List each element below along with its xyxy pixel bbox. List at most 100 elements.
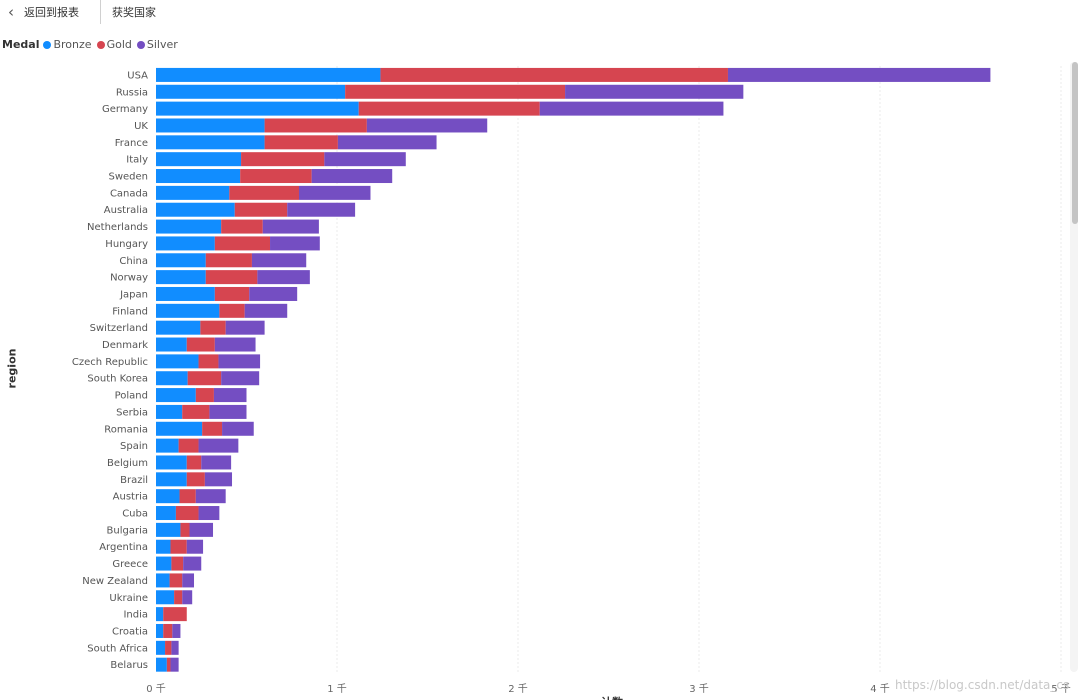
bar-gold[interactable] — [214, 236, 271, 251]
bar-gold[interactable] — [345, 84, 566, 99]
bar-silver[interactable] — [209, 404, 247, 419]
bar-bronze[interactable] — [156, 404, 183, 419]
bar-bronze[interactable] — [156, 185, 230, 200]
bar-silver[interactable] — [204, 472, 233, 487]
bar-bronze[interactable] — [156, 489, 180, 504]
bar-silver[interactable] — [311, 169, 393, 184]
bar-bronze[interactable] — [156, 421, 203, 436]
bar-gold[interactable] — [264, 118, 367, 133]
bar-bronze[interactable] — [156, 522, 181, 537]
legend-item-bronze[interactable]: Bronze — [43, 38, 92, 51]
bar-bronze[interactable] — [156, 152, 242, 167]
bar-gold[interactable] — [198, 354, 219, 369]
bar-gold[interactable] — [171, 556, 184, 571]
bar-gold[interactable] — [214, 286, 250, 301]
bar-bronze[interactable] — [156, 118, 265, 133]
bar-silver[interactable] — [221, 371, 260, 386]
scrollbar-thumb[interactable] — [1072, 62, 1078, 224]
bar-silver[interactable] — [186, 539, 204, 554]
bar-silver[interactable] — [324, 152, 406, 167]
bar-silver[interactable] — [214, 337, 256, 352]
bar-silver[interactable] — [213, 388, 247, 403]
bar-silver[interactable] — [201, 455, 232, 470]
bar-silver[interactable] — [189, 522, 214, 537]
bar-bronze[interactable] — [156, 253, 206, 268]
bar-silver[interactable] — [539, 101, 724, 116]
bar-gold[interactable] — [205, 270, 258, 285]
bar-gold[interactable] — [182, 404, 210, 419]
bar-bronze[interactable] — [156, 236, 215, 251]
bar-bronze[interactable] — [156, 169, 241, 184]
bar-gold[interactable] — [180, 522, 190, 537]
bar-bronze[interactable] — [156, 455, 187, 470]
bar-gold[interactable] — [187, 371, 222, 386]
bar-bronze[interactable] — [156, 67, 381, 82]
bar-bronze[interactable] — [156, 337, 187, 352]
bar-bronze[interactable] — [156, 371, 188, 386]
bar-gold[interactable] — [195, 388, 214, 403]
bar-silver[interactable] — [170, 657, 179, 672]
bar-bronze[interactable] — [156, 623, 164, 638]
bar-bronze[interactable] — [156, 320, 201, 335]
bar-bronze[interactable] — [156, 590, 175, 605]
bar-bronze[interactable] — [156, 539, 171, 554]
legend-item-gold[interactable]: Gold — [96, 38, 132, 51]
bar-gold[interactable] — [202, 421, 223, 436]
bar-gold[interactable] — [241, 152, 325, 167]
bar-silver[interactable] — [366, 118, 488, 133]
bar-bronze[interactable] — [156, 573, 170, 588]
bar-gold[interactable] — [264, 135, 338, 150]
bar-gold[interactable] — [186, 337, 215, 352]
bar-silver[interactable] — [251, 253, 307, 268]
bar-silver[interactable] — [244, 303, 288, 318]
bar-gold[interactable] — [186, 455, 202, 470]
bar-bronze[interactable] — [156, 506, 176, 521]
bar-bronze[interactable] — [156, 438, 179, 453]
bar-silver[interactable] — [182, 573, 195, 588]
bar-silver[interactable] — [183, 556, 202, 571]
bar-silver[interactable] — [182, 590, 193, 605]
bar-silver[interactable] — [198, 506, 220, 521]
bar-silver[interactable] — [225, 320, 265, 335]
bar-bronze[interactable] — [156, 354, 199, 369]
bar-silver[interactable] — [262, 219, 319, 234]
bar-bronze[interactable] — [156, 388, 196, 403]
bar-silver[interactable] — [218, 354, 261, 369]
bar-bronze[interactable] — [156, 286, 215, 301]
bar-gold[interactable] — [169, 573, 183, 588]
bar-gold[interactable] — [170, 539, 187, 554]
bar-bronze[interactable] — [156, 270, 206, 285]
bar-gold[interactable] — [163, 607, 187, 622]
bar-gold[interactable] — [186, 472, 205, 487]
bar-gold[interactable] — [179, 489, 196, 504]
bar-gold[interactable] — [229, 185, 299, 200]
bar-bronze[interactable] — [156, 101, 359, 116]
bar-gold[interactable] — [358, 101, 540, 116]
bar-gold[interactable] — [165, 640, 172, 655]
bar-bronze[interactable] — [156, 607, 164, 622]
bar-gold[interactable] — [166, 657, 171, 672]
bar-bronze[interactable] — [156, 472, 187, 487]
bar-gold[interactable] — [219, 303, 245, 318]
bar-bronze[interactable] — [156, 303, 220, 318]
bar-gold[interactable] — [200, 320, 226, 335]
bar-gold[interactable] — [234, 202, 288, 217]
bar-silver[interactable] — [249, 286, 298, 301]
bar-gold[interactable] — [174, 590, 183, 605]
bar-silver[interactable] — [270, 236, 320, 251]
legend-item-silver[interactable]: Silver — [136, 38, 178, 51]
bar-silver[interactable] — [565, 84, 744, 99]
bar-gold[interactable] — [380, 67, 728, 82]
bar-gold[interactable] — [240, 169, 312, 184]
bar-gold[interactable] — [178, 438, 199, 453]
bar-bronze[interactable] — [156, 657, 167, 672]
bar-bronze[interactable] — [156, 84, 346, 99]
bar-bronze[interactable] — [156, 556, 172, 571]
bar-silver[interactable] — [195, 489, 226, 504]
bar-silver[interactable] — [172, 623, 181, 638]
bar-bronze[interactable] — [156, 219, 222, 234]
bar-silver[interactable] — [337, 135, 437, 150]
back-to-report-button[interactable]: ‹ 返回到报表 — [8, 2, 79, 22]
bar-gold[interactable] — [205, 253, 252, 268]
bar-bronze[interactable] — [156, 640, 166, 655]
